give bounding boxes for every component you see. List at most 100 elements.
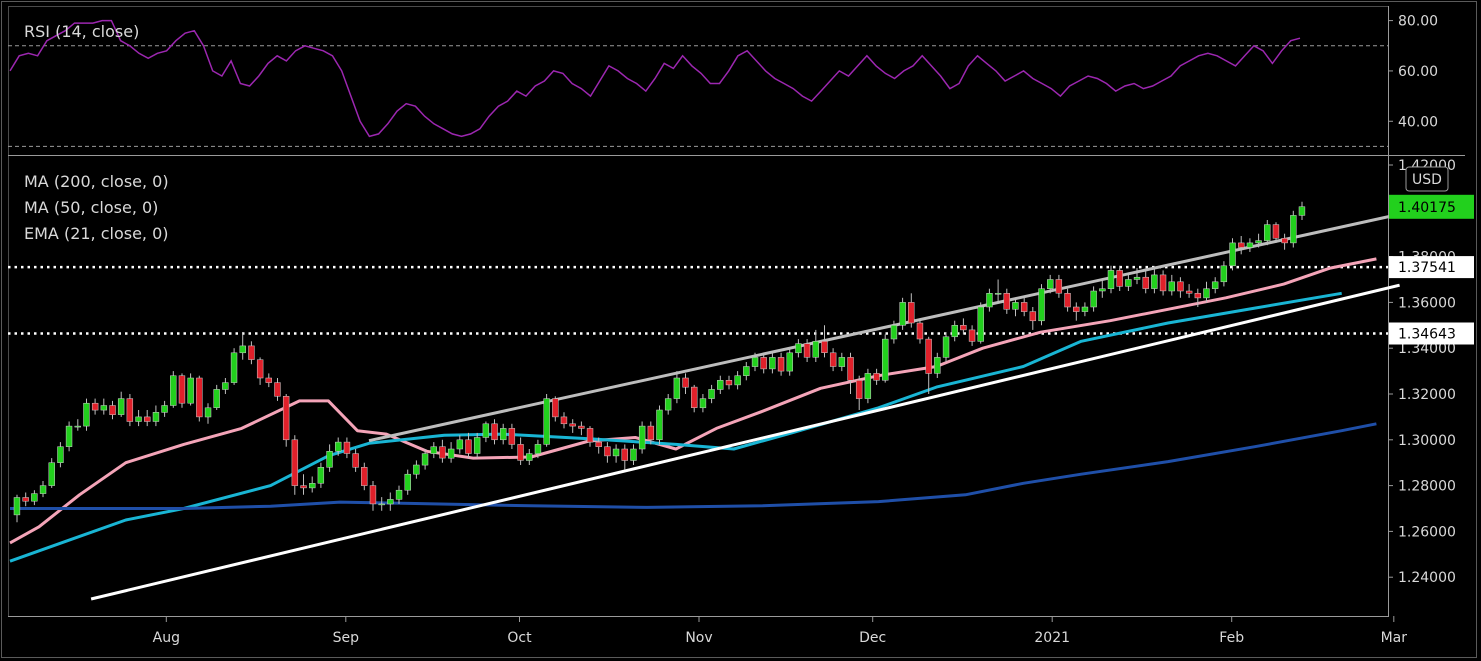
candle-up	[612, 448, 620, 457]
candle-up	[534, 444, 542, 454]
candle-down	[621, 448, 628, 461]
candle-up	[769, 357, 776, 370]
candle-up	[1203, 288, 1210, 299]
candle-up	[1211, 281, 1219, 289]
candle-down	[1272, 224, 1280, 239]
candle-down	[508, 428, 516, 445]
candle-down	[578, 425, 585, 429]
time-tick-label: Feb	[1219, 630, 1244, 646]
candle-down	[586, 428, 594, 443]
candle-up	[65, 425, 73, 447]
candle-down	[144, 416, 151, 422]
price-tick-label: 1.34000	[1398, 341, 1456, 357]
candle-up	[230, 352, 238, 383]
candle-down	[465, 439, 472, 454]
candle-down	[178, 375, 186, 404]
candle-down	[829, 352, 837, 367]
level-badge-label: 1.34643	[1398, 327, 1456, 343]
candle-down	[361, 467, 368, 486]
candle-down	[491, 423, 498, 441]
candle-up	[135, 416, 142, 422]
candle-down	[1194, 293, 1202, 299]
rsi-tick-label: 80.00	[1398, 14, 1438, 30]
candle-up	[1229, 242, 1236, 267]
candle-down	[352, 453, 359, 468]
trendline-channel-top	[368, 212, 1400, 443]
price-tick-label: 1.26000	[1398, 524, 1456, 540]
candle-up	[899, 302, 906, 326]
candle-down	[91, 402, 99, 411]
candle-down	[847, 357, 854, 381]
candle-up	[161, 405, 168, 413]
candle-down	[439, 446, 446, 459]
candle-down	[196, 377, 203, 418]
candle-up	[152, 412, 160, 422]
ema21-label: EMA (21, close, 0)	[24, 224, 169, 243]
candle-up	[951, 325, 958, 338]
candle-up	[447, 448, 455, 459]
candle-up	[100, 405, 108, 411]
candle-down	[517, 444, 524, 461]
candle-up	[1038, 288, 1045, 322]
level-badge-label: 1.37541	[1398, 260, 1456, 276]
chart-frame	[8, 6, 1389, 617]
candle-up	[13, 497, 21, 516]
candle-up	[1298, 206, 1306, 216]
candle-up	[734, 375, 741, 386]
candle-down	[1116, 270, 1123, 287]
price-axis: 1.420001.400001.380001.360001.340001.320…	[1388, 158, 1456, 586]
candle-up	[1107, 270, 1115, 289]
currency-badge	[1405, 166, 1449, 192]
candle-down	[1029, 311, 1037, 322]
candle-up	[1133, 276, 1141, 280]
candle-down	[604, 446, 611, 457]
candle-up	[239, 345, 246, 354]
time-axis: Aug Sep Oct Nov Dec 2021 Feb Mar	[153, 616, 1407, 646]
candle-up	[1151, 274, 1158, 289]
candle-up	[1290, 215, 1297, 244]
candle-up	[473, 437, 481, 454]
candle-up	[882, 338, 889, 381]
candle-up	[743, 366, 750, 376]
time-tick-label: 2021	[1034, 630, 1070, 646]
candle-down	[855, 380, 863, 399]
candle-down	[369, 485, 377, 505]
candle-down	[1281, 238, 1288, 244]
candle-up	[456, 439, 464, 450]
candle-up	[204, 407, 212, 418]
candle-down	[1073, 306, 1080, 312]
candle-up	[526, 453, 533, 461]
ma50-line	[9, 291, 1342, 563]
level-badge	[1389, 256, 1474, 279]
candle-up	[708, 389, 715, 399]
candle-down	[682, 377, 689, 388]
candle-down	[22, 497, 29, 502]
last-price-label: 1.40175	[1398, 200, 1456, 216]
candle-up	[838, 357, 846, 367]
candle-down	[777, 357, 785, 372]
candle-up	[864, 373, 872, 399]
candle-down	[1177, 281, 1184, 292]
candle-down	[968, 329, 976, 342]
price-tick-label: 1.30000	[1398, 433, 1456, 449]
candle-up	[187, 377, 194, 404]
candle-up	[986, 293, 993, 308]
price-tick-label: 1.32000	[1398, 387, 1456, 403]
last-price-badge	[1389, 194, 1474, 219]
candle-down	[265, 377, 272, 383]
candle-up	[404, 473, 411, 491]
candle-down	[691, 386, 698, 408]
candle-up	[500, 428, 507, 441]
candle-down	[803, 343, 811, 358]
candle-down	[109, 405, 116, 415]
candle-up	[543, 398, 550, 445]
candle-up	[1125, 279, 1132, 287]
candle-up	[673, 377, 681, 399]
candle-up	[786, 352, 793, 372]
candle-up	[1012, 302, 1019, 310]
candle-up	[170, 375, 177, 406]
candle-up	[482, 423, 490, 438]
horizontal-levels	[8, 265, 1388, 335]
candle-down	[1020, 302, 1028, 312]
candle-up	[977, 306, 984, 342]
